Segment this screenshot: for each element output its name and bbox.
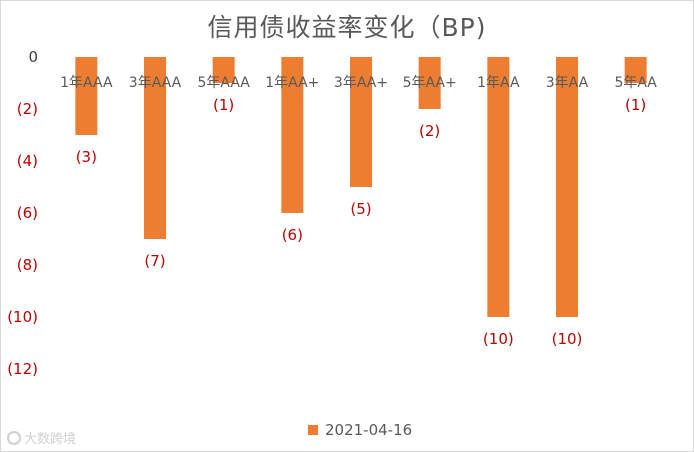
bar <box>281 57 304 213</box>
legend-label: 2021-04-16 <box>325 421 413 439</box>
y-tick-label: (10) <box>7 308 38 326</box>
bar <box>212 57 235 83</box>
y-tick-label: (2) <box>17 100 38 118</box>
y-tick-label: (8) <box>17 256 38 274</box>
data-label: (5) <box>350 200 371 218</box>
watermark-text: 大数跨境 <box>24 432 77 447</box>
bar <box>556 57 578 317</box>
x-tick-label: 1年AAA <box>60 75 113 91</box>
bar <box>624 57 647 83</box>
data-labels: (3) (7) (1) (6) (5) (2) (10) (10) (1) <box>76 96 647 348</box>
bar <box>75 57 98 135</box>
legend-swatch <box>308 425 318 435</box>
bar <box>350 57 372 187</box>
data-label: (3) <box>76 148 97 166</box>
data-label: (10) <box>552 330 583 348</box>
x-tick-label: 3年AAA <box>129 75 182 91</box>
x-tick-label: 1年AA+ <box>265 75 319 91</box>
bar-series <box>75 57 647 317</box>
data-label: (7) <box>144 252 165 270</box>
data-label: (1) <box>213 96 234 114</box>
x-tick-label: 5年AA+ <box>403 75 457 91</box>
watermark: 大数跨境 <box>7 428 76 447</box>
y-tick-label: (12) <box>7 360 38 378</box>
chart-title: 信用债收益率变化（BP) <box>207 13 487 42</box>
x-tick-label: 1年AA <box>477 75 520 91</box>
x-tick-label: 5年AA <box>614 75 657 91</box>
data-label: (1) <box>625 96 646 114</box>
y-tick-label: (6) <box>17 204 38 222</box>
x-tick-label: 5年AAA <box>197 75 250 91</box>
bar <box>487 57 510 317</box>
data-label: (2) <box>419 122 440 140</box>
watermark-logo-icon <box>7 430 21 445</box>
data-label: (10) <box>483 330 514 348</box>
y-tick-label: 0 <box>28 48 38 66</box>
bar <box>418 57 441 109</box>
x-axis: 1年AAA 3年AAA 5年AAA 1年AA+ 3年AA+ 5年AA+ 1年AA 3年AA 5年… <box>60 75 657 91</box>
x-tick-label: 3年AA+ <box>334 75 388 91</box>
legend: 2021-04-16 <box>308 421 412 439</box>
bar <box>144 57 166 239</box>
data-label: (6) <box>282 226 303 244</box>
y-tick-label: (4) <box>17 152 38 170</box>
x-tick-label: 3年AA <box>546 75 589 91</box>
y-axis: 0 (2) (4) (6) (8) (10) (12) <box>7 48 38 378</box>
